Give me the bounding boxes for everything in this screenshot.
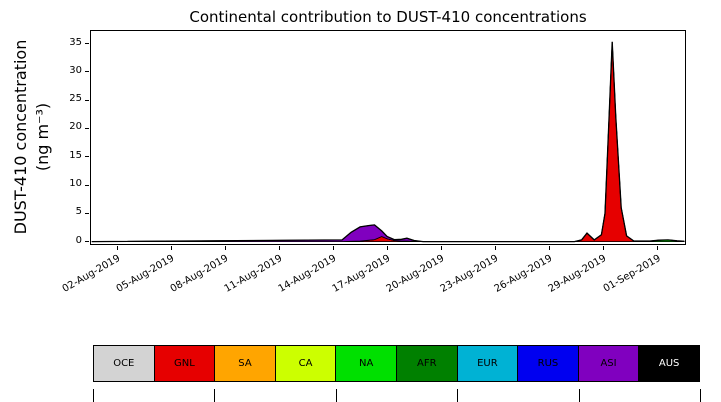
legend-label: ASI [600,358,617,369]
y-tick [85,71,89,73]
x-tick [602,246,604,250]
x-tick [224,246,226,250]
legend-label: AFR [416,358,437,369]
y-tick-label: 0 [75,234,82,246]
y-tick [85,156,89,158]
y-tick-label: 30 [69,64,82,76]
y-tick-label: 15 [69,149,82,161]
x-tick [548,246,550,250]
y-tick [85,43,89,45]
bottom-ruler-tick [214,389,216,402]
x-tick [170,246,172,250]
y-axis-label-line2: (ng m⁻³) [33,102,52,172]
bottom-ruler-tick [700,389,701,402]
x-tick-label-text: 02-Aug-2019 [60,253,123,295]
legend-cell-afr: AFR [395,345,458,382]
x-tick-label-text: 14-Aug-2019 [277,253,339,295]
x-tick-label-text: 17-Aug-2019 [331,253,393,295]
y-tick-label: 20 [69,121,82,133]
bottom-ruler-tick [578,389,580,402]
plot-area-border [90,30,686,245]
x-tick-label-text: 11-Aug-2019 [223,253,285,295]
legend-label: RUS [537,358,559,369]
legend-label: CA [298,358,313,369]
y-tick [85,184,89,186]
legend-label: GNL [173,358,195,369]
x-tick [440,246,442,250]
y-axis-label-line1: DUST-410 concentration [11,39,31,235]
x-tick [332,246,334,250]
legend-cell-asi: ASI [577,345,640,382]
y-tick-label: 5 [75,206,82,218]
x-tick [656,246,658,250]
legend-cell-na: NA [335,345,397,382]
legend-cell-eur: EUR [456,345,519,382]
x-tick-label-text: 01-Sep-2019 [601,253,663,295]
total-concentration-line [91,41,685,243]
x-tick-label-text: 20-Aug-2019 [385,253,447,295]
x-tick-label-text: 26-Aug-2019 [493,253,555,295]
legend-cell-sa: SA [214,345,276,382]
y-tick [85,127,89,129]
x-tick [386,246,388,250]
y-tick-label: 10 [69,178,82,190]
y-tick [85,212,89,214]
x-tick-label-text: 05-Aug-2019 [114,253,177,295]
x-tick [116,246,118,250]
stacked-area-chart [91,41,685,243]
legend-label: EUR [477,358,498,369]
legend-cell-gnl: GNL [153,345,216,382]
x-tick [494,246,496,250]
x-tick-label-text: 29-Aug-2019 [547,253,609,295]
bottom-ruler-tick [93,389,94,402]
x-tick-label-text: 08-Aug-2019 [168,253,231,295]
legend-label: SA [238,358,252,369]
continent-legend: OCE GNL SA CA NA AFR EUR RUS ASI AUS [93,345,700,382]
y-tick [85,99,89,101]
chart-title: Continental contribution to DUST-410 con… [189,8,587,26]
x-tick [278,246,280,250]
bottom-ruler-tick [335,389,337,402]
legend-label: NA [359,358,374,369]
x-tick-label-text: 23-Aug-2019 [439,253,501,295]
bottom-ruler-tick [457,389,459,402]
legend-cell-oce: OCE [93,345,155,382]
y-tick-label: 25 [69,93,82,105]
legend-label: OCE [113,358,135,369]
y-tick [85,241,89,243]
legend-cell-rus: RUS [517,345,579,382]
legend-cell-aus: AUS [638,345,700,382]
y-tick-label: 35 [69,36,82,48]
legend-label: AUS [658,358,680,369]
legend-cell-ca: CA [274,345,337,382]
y-axis-label: DUST-410 concentration (ng m⁻³) [9,22,55,252]
